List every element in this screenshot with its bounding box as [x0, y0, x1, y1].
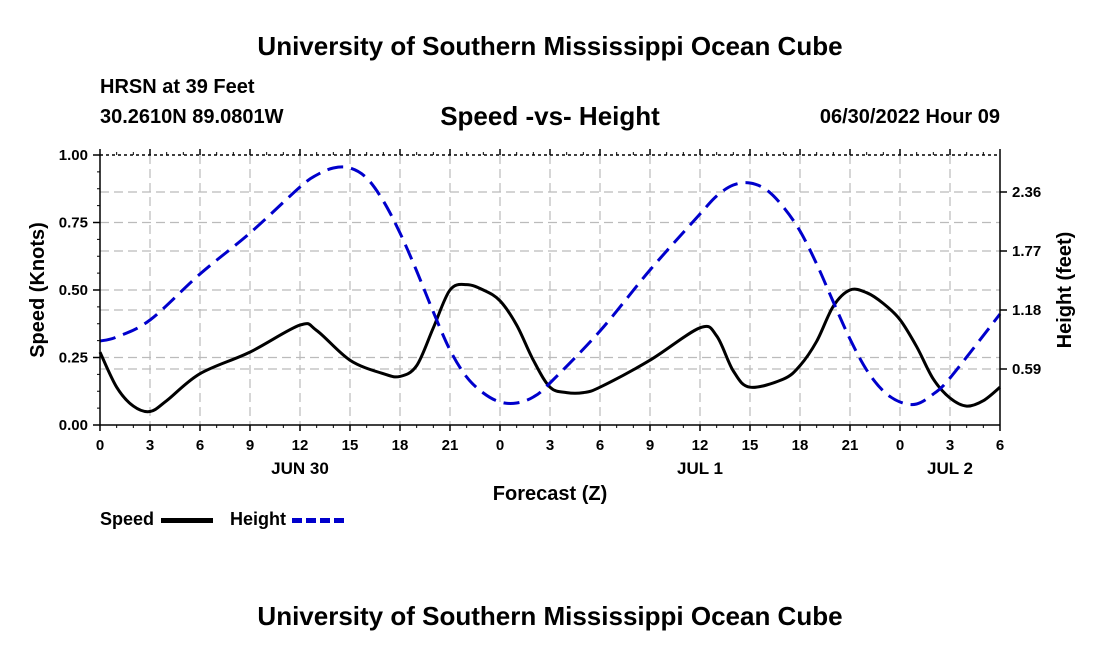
station-label: HRSN at 39 Feet	[100, 76, 255, 98]
chart-main-title: University of Southern Mississippi Ocean…	[257, 31, 843, 61]
x-tick-label: 0	[496, 437, 504, 454]
x-tick-label: 0	[896, 437, 904, 454]
legend-height-label: Height	[230, 509, 286, 529]
y-left-tick-label: 1.00	[59, 147, 88, 164]
y-right-tick-label: 1.18	[1012, 302, 1041, 319]
y-left-tick-label: 0.75	[59, 215, 88, 232]
footer-title: University of Southern Mississippi Ocean…	[257, 601, 843, 631]
y-left-tick-label: 0.00	[59, 417, 88, 434]
height-series-line	[99, 165, 1002, 407]
date-label: JUL 1	[677, 459, 723, 478]
y-right-tick-label: 0.59	[1012, 361, 1041, 378]
forecast-datetime: 06/30/2022 Hour 09	[819, 106, 1000, 128]
x-tick-label: 9	[246, 437, 254, 454]
x-tick-label: 3	[146, 437, 154, 454]
x-tick-label: 18	[392, 437, 409, 454]
speed-series-line	[98, 282, 1001, 414]
y-right-tick-label: 1.77	[1012, 243, 1041, 260]
x-tick-label: 9	[646, 437, 654, 454]
x-tick-label: 15	[342, 437, 359, 454]
x-axis-title: Forecast (Z)	[493, 483, 607, 505]
x-tick-label: 15	[742, 437, 759, 454]
x-tick-label: 6	[596, 437, 604, 454]
y-left-tick-label: 0.50	[59, 282, 88, 299]
x-tick-label: 12	[292, 437, 309, 454]
legend-speed-line	[161, 518, 213, 523]
x-tick-label: 21	[842, 437, 859, 454]
x-tick-label: 0	[96, 437, 104, 454]
x-tick-label: 21	[442, 437, 459, 454]
y-left-axis-title: Speed (Knots)	[27, 222, 49, 358]
x-tick-label: 6	[996, 437, 1004, 454]
y-right-axis-title: Height (feet)	[1054, 232, 1076, 349]
date-label: JUN 30	[271, 459, 329, 478]
x-tick-label: 3	[546, 437, 554, 454]
x-tick-label: 12	[692, 437, 709, 454]
legend-speed-label: Speed	[100, 509, 155, 529]
y-right-tick-label: 2.36	[1012, 184, 1041, 201]
x-tick-label: 3	[946, 437, 954, 454]
station-coordinates: 30.2610N 89.0801W	[100, 106, 284, 128]
x-tick-label: 6	[196, 437, 204, 454]
y-left-tick-label: 0.25	[59, 350, 88, 367]
x-tick-label: 18	[792, 437, 809, 454]
legend-height-line	[292, 518, 344, 523]
date-label: JUL 2	[927, 459, 973, 478]
chart-subtitle: Speed -vs- Height	[440, 101, 660, 131]
